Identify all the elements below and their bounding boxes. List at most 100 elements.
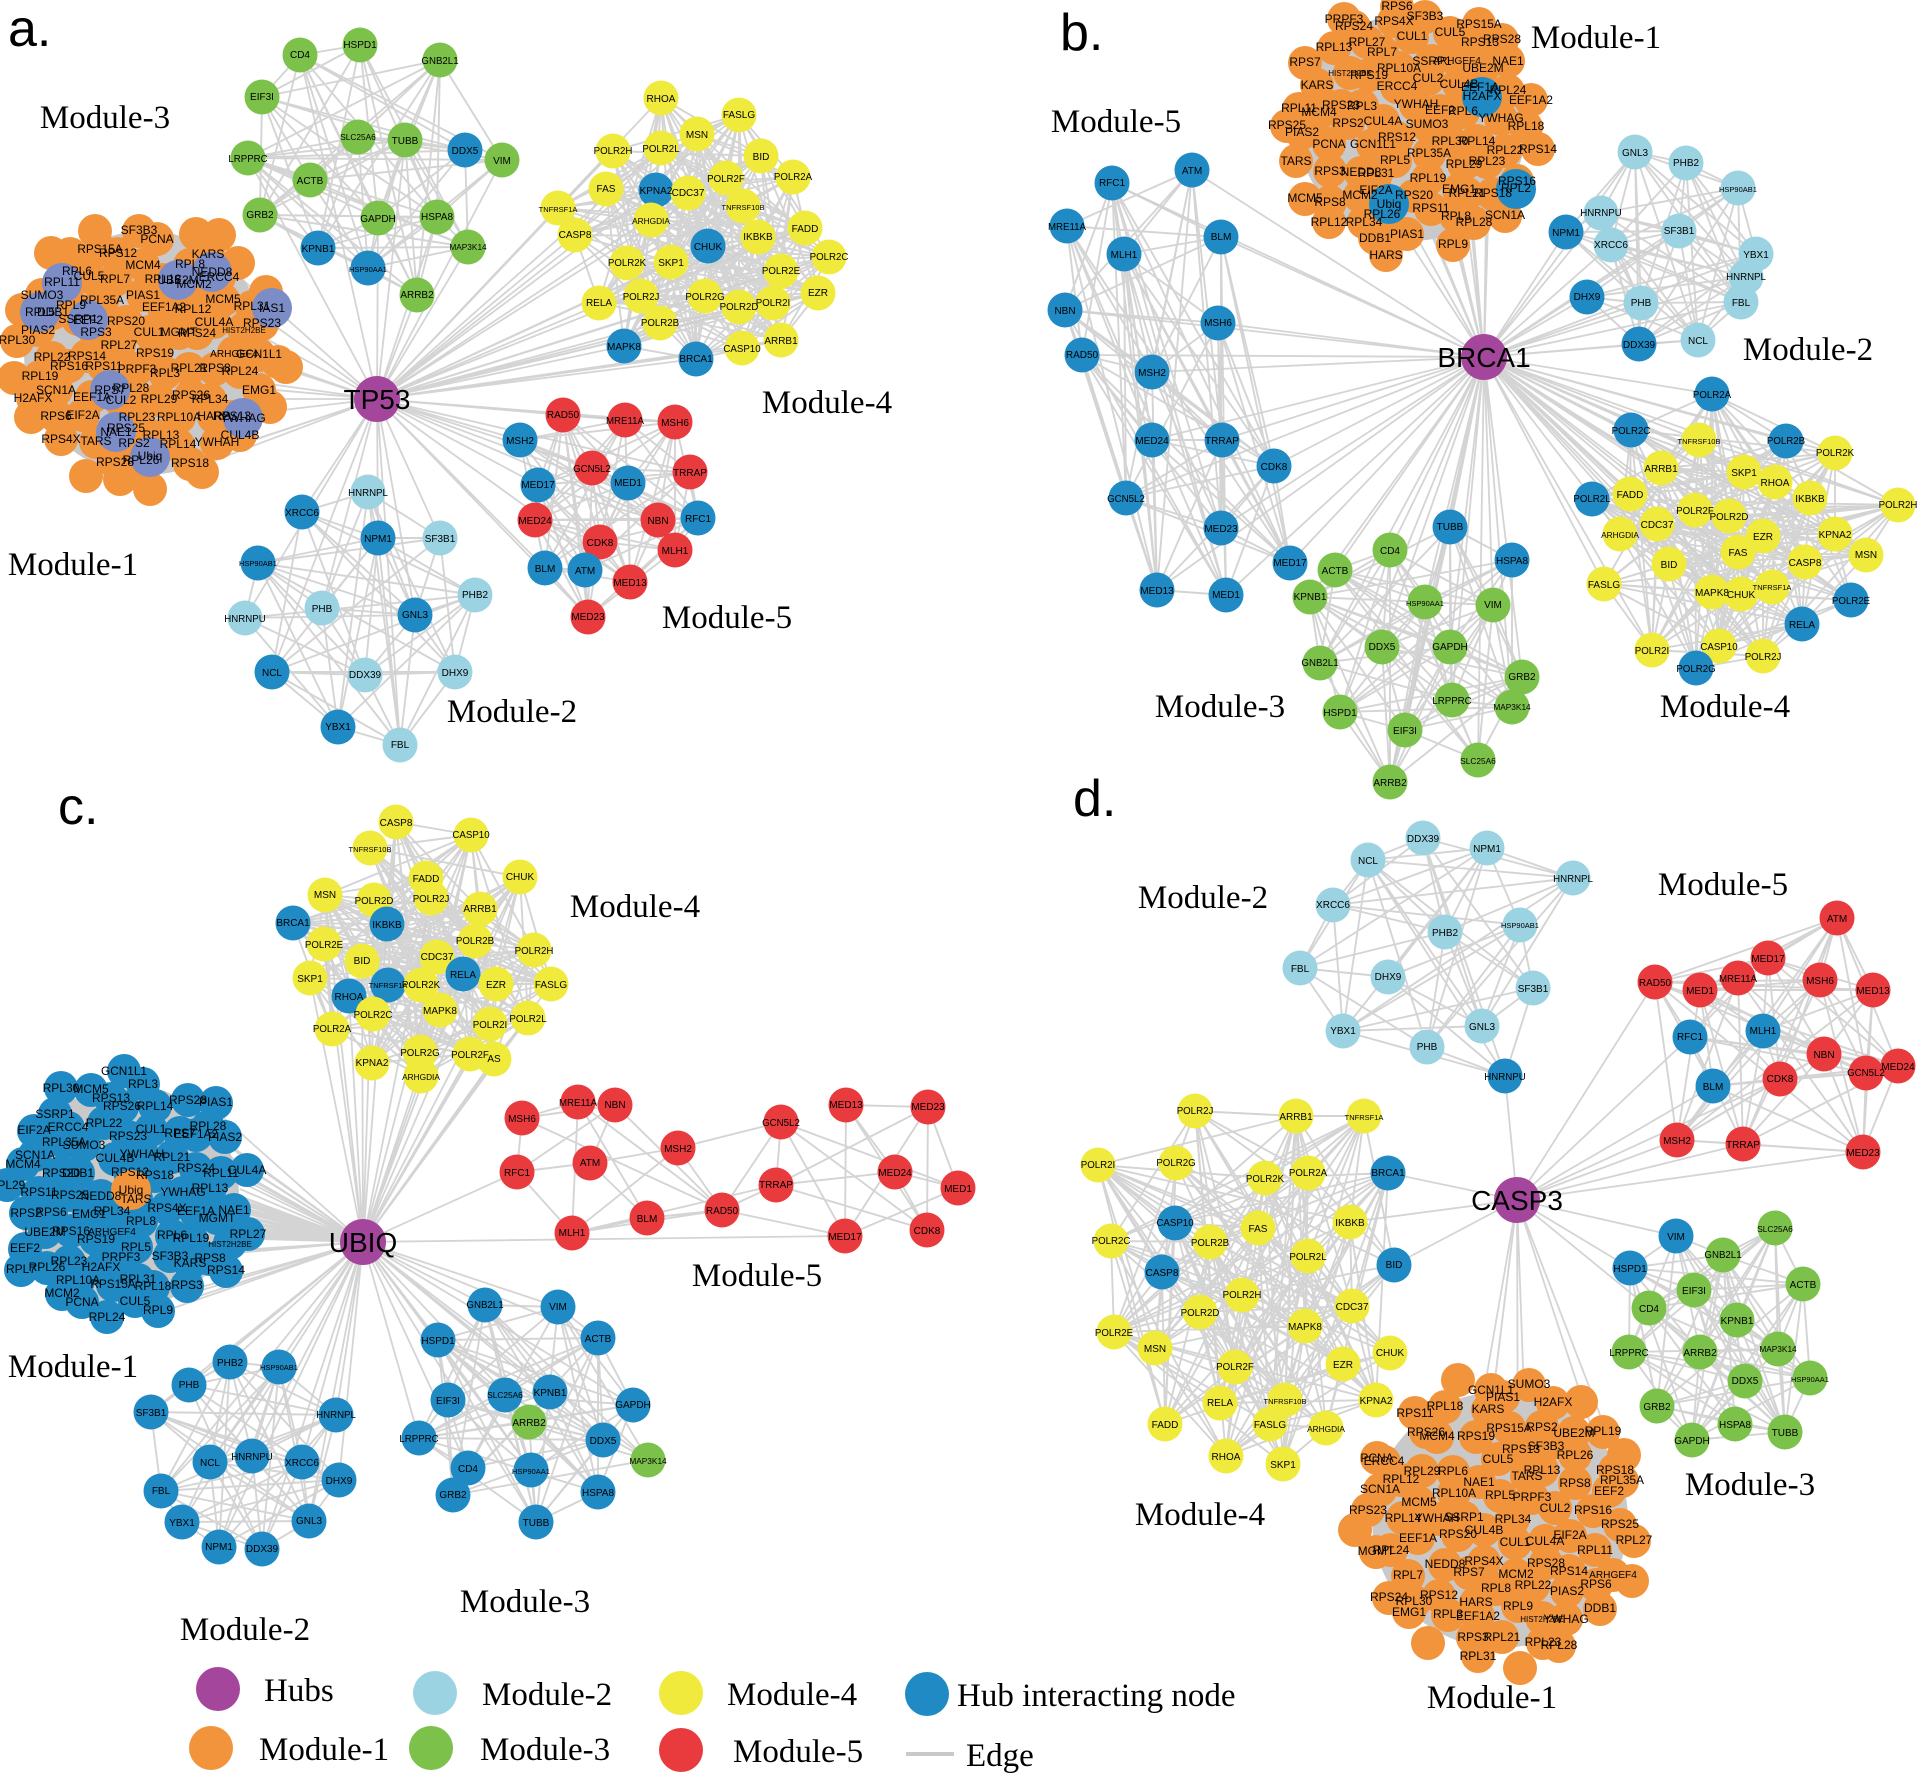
svg-text:NBN: NBN [1813, 1050, 1834, 1061]
svg-text:GRB2: GRB2 [1643, 1402, 1671, 1413]
svg-text:BRCA1: BRCA1 [1371, 1168, 1405, 1179]
svg-text:YBX1: YBX1 [169, 1518, 195, 1529]
svg-text:RPL28: RPL28 [190, 1119, 227, 1133]
svg-text:MCM5: MCM5 [1401, 1495, 1437, 1509]
svg-text:POLR2J: POLR2J [1745, 652, 1782, 663]
svg-text:RPS11: RPS11 [1396, 1406, 1433, 1420]
svg-text:RPL31: RPL31 [1358, 166, 1395, 180]
svg-text:RPL10A: RPL10A [1377, 61, 1421, 75]
svg-text:RPS12: RPS12 [111, 1165, 149, 1179]
svg-text:CUL5: CUL5 [1483, 1452, 1514, 1466]
svg-text:RPS3: RPS3 [1314, 164, 1346, 178]
svg-text:POLR2K: POLR2K [402, 980, 441, 991]
svg-text:RPL19: RPL19 [173, 1231, 210, 1245]
svg-text:RPL8: RPL8 [126, 1214, 156, 1228]
svg-text:Module-5: Module-5 [692, 1258, 822, 1294]
svg-text:HSP90AB1: HSP90AB1 [1501, 921, 1539, 930]
svg-text:ARHGDIA: ARHGDIA [632, 216, 670, 226]
svg-text:CDK8: CDK8 [1261, 462, 1288, 473]
svg-text:EIF3I: EIF3I [1682, 1286, 1706, 1297]
svg-text:RAD50: RAD50 [547, 410, 580, 421]
svg-text:NCL: NCL [262, 668, 282, 679]
svg-text:PHB2: PHB2 [217, 1358, 244, 1369]
svg-text:RPS14: RPS14 [207, 1263, 245, 1277]
svg-text:MLH1: MLH1 [559, 1228, 586, 1239]
svg-text:RPL7: RPL7 [100, 272, 130, 286]
svg-text:RPL22: RPL22 [1487, 143, 1524, 157]
svg-text:RPS11: RPS11 [1412, 201, 1449, 215]
svg-text:RAD50: RAD50 [1066, 350, 1099, 361]
svg-text:EIF2A: EIF2A [17, 1123, 50, 1137]
svg-text:CUL4B: CUL4B [96, 1151, 135, 1165]
svg-text:H2AFX: H2AFX [82, 1260, 121, 1274]
svg-text:RPL18: RPL18 [145, 272, 182, 286]
svg-text:RPL31: RPL31 [120, 1272, 157, 1286]
svg-text:EZR: EZR [1753, 532, 1773, 543]
svg-text:RPS24: RPS24 [1370, 1590, 1408, 1604]
svg-text:RPL22: RPL22 [86, 1116, 123, 1130]
svg-text:a.: a. [8, 0, 51, 58]
svg-text:RPL28: RPL28 [1541, 1638, 1578, 1652]
svg-text:TUBB: TUBB [523, 1518, 550, 1529]
svg-text:CUL2: CUL2 [1540, 1501, 1571, 1515]
svg-text:Module-1: Module-1 [259, 1732, 389, 1768]
svg-text:SKP1: SKP1 [1270, 1460, 1296, 1471]
svg-text:GCN5L2: GCN5L2 [762, 1118, 800, 1129]
svg-text:GCN5L2: GCN5L2 [573, 464, 611, 475]
svg-text:SCN1A: SCN1A [36, 383, 76, 397]
svg-text:RPL11: RPL11 [203, 1166, 239, 1180]
svg-text:GAPDH: GAPDH [1674, 1436, 1710, 1447]
svg-text:SCN1A: SCN1A [1360, 1482, 1400, 1496]
svg-text:RPL35A: RPL35A [1407, 146, 1451, 160]
svg-text:RPL3: RPL3 [1433, 1607, 1463, 1621]
svg-text:Edge: Edge [966, 1738, 1034, 1774]
svg-text:Module-2: Module-2 [482, 1677, 612, 1713]
svg-text:POLR2I: POLR2I [1635, 646, 1669, 657]
svg-text:DDX39: DDX39 [246, 1544, 279, 1555]
svg-text:Module-2: Module-2 [1743, 332, 1873, 368]
svg-text:POLR2B: POLR2B [641, 318, 679, 329]
svg-text:POLR2B: POLR2B [1191, 1238, 1229, 1249]
svg-text:RPS13: RPS13 [213, 409, 251, 423]
svg-text:BRCA1: BRCA1 [1437, 342, 1530, 373]
svg-text:SCN1A: SCN1A [1485, 208, 1525, 222]
svg-text:RPL5: RPL5 [1485, 1488, 1515, 1502]
svg-text:YWHAG: YWHAG [1543, 1612, 1588, 1626]
svg-text:HSPD1: HSPD1 [343, 40, 377, 51]
svg-text:RPL26: RPL26 [1364, 207, 1401, 221]
svg-text:RPL23: RPL23 [1469, 154, 1506, 168]
svg-text:RFC1: RFC1 [504, 1168, 531, 1179]
svg-text:TRRAP: TRRAP [1726, 1140, 1760, 1151]
svg-text:RPS12: RPS12 [1420, 1588, 1458, 1602]
svg-text:PIAS1: PIAS1 [126, 288, 160, 302]
svg-text:Module-4: Module-4 [1135, 1497, 1265, 1533]
svg-text:RPS6: RPS6 [35, 1205, 67, 1219]
svg-text:KARS: KARS [192, 247, 225, 261]
svg-text:YWHAH: YWHAH [120, 1147, 165, 1161]
svg-text:TARS: TARS [120, 1192, 151, 1206]
svg-text:Module-4: Module-4 [570, 889, 700, 925]
svg-text:MSN: MSN [1144, 1344, 1166, 1355]
svg-text:RPL13: RPL13 [192, 1181, 229, 1195]
svg-text:d.: d. [1073, 770, 1116, 828]
svg-text:RPL11: RPL11 [1281, 101, 1317, 115]
svg-text:ARRB1: ARRB1 [1644, 464, 1678, 475]
svg-text:NEDD8: NEDD8 [1341, 165, 1382, 179]
svg-text:MSH6: MSH6 [1204, 318, 1232, 329]
svg-text:FAS: FAS [1729, 548, 1748, 559]
svg-text:CD4: CD4 [458, 1464, 478, 1475]
svg-text:RPS25: RPS25 [107, 421, 145, 435]
svg-text:POLR2A: POLR2A [774, 172, 813, 183]
svg-text:RPS15A: RPS15A [1486, 1421, 1531, 1435]
svg-text:POLR2C: POLR2C [354, 1010, 393, 1021]
svg-text:IKBKB: IKBKB [372, 920, 402, 931]
svg-text:HIST2H2BE: HIST2H2BE [208, 1240, 252, 1249]
svg-text:HSP90AA1: HSP90AA1 [1791, 1375, 1829, 1384]
svg-text:HNRNPL: HNRNPL [1726, 272, 1766, 283]
svg-text:MRE11A: MRE11A [606, 416, 645, 427]
svg-text:RPS18: RPS18 [136, 1168, 174, 1182]
svg-text:PIAS2: PIAS2 [208, 1130, 242, 1144]
svg-text:RPS16: RPS16 [50, 359, 88, 373]
svg-text:CD4: CD4 [290, 50, 310, 61]
svg-text:VIM: VIM [549, 1302, 567, 1313]
